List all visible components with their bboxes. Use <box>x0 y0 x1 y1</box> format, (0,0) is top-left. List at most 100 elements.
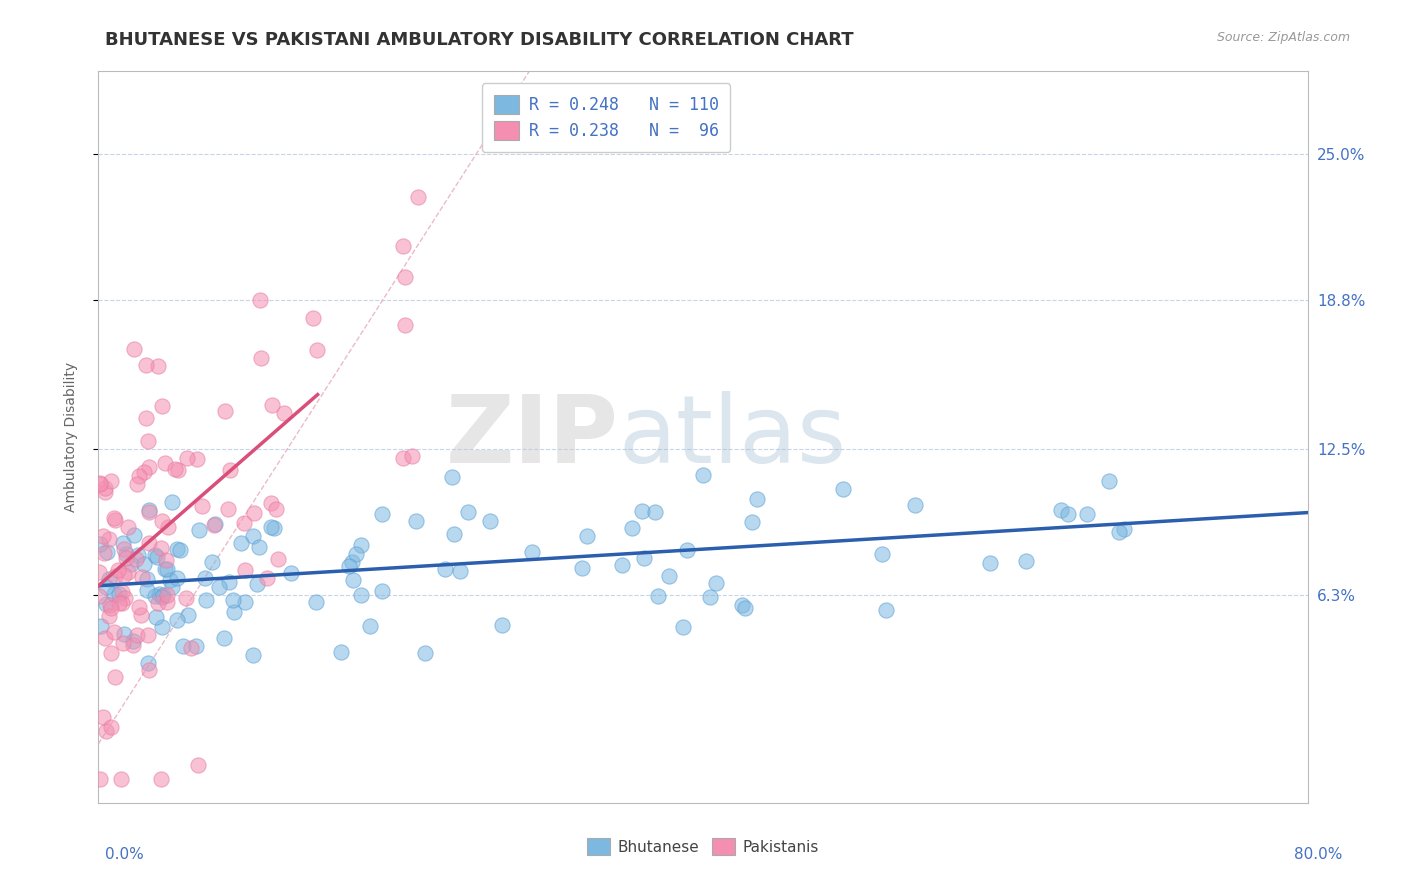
Point <box>89 772 111 787</box>
Point <box>100 647 122 661</box>
Point <box>145 609 167 624</box>
Point <box>870 547 893 561</box>
Text: atlas: atlas <box>619 391 846 483</box>
Point <box>132 465 155 479</box>
Point <box>125 476 148 491</box>
Point <box>166 614 188 628</box>
Point <box>401 450 423 464</box>
Point <box>134 358 156 372</box>
Point <box>1112 522 1135 536</box>
Point <box>138 628 160 642</box>
Point <box>136 582 159 597</box>
Point <box>156 595 179 609</box>
Point <box>166 571 188 585</box>
Point <box>124 552 146 566</box>
Point <box>104 513 127 527</box>
Point <box>177 608 200 623</box>
Point <box>449 564 471 578</box>
Point <box>647 589 669 603</box>
Point <box>214 404 236 418</box>
Point <box>631 504 654 518</box>
Point <box>441 469 464 483</box>
Point <box>187 523 209 537</box>
Point <box>224 605 246 619</box>
Point <box>122 342 145 356</box>
Point <box>138 663 160 677</box>
Point <box>148 587 170 601</box>
Point <box>103 625 125 640</box>
Text: BHUTANESE VS PAKISTANI AMBULATORY DISABILITY CORRELATION CHART: BHUTANESE VS PAKISTANI AMBULATORY DISABI… <box>105 31 853 49</box>
Point <box>134 558 156 572</box>
Point <box>204 516 226 531</box>
Point <box>260 520 283 534</box>
Point <box>87 566 110 580</box>
Point <box>243 506 266 520</box>
Point <box>218 574 240 589</box>
Point <box>979 556 1001 570</box>
Point <box>156 562 179 576</box>
Point <box>491 618 513 632</box>
Point <box>111 536 134 550</box>
Point <box>233 595 256 609</box>
Point <box>160 495 183 509</box>
Point <box>195 592 218 607</box>
Point <box>129 608 152 623</box>
Point <box>114 551 136 566</box>
Point <box>121 633 143 648</box>
Point <box>302 311 325 326</box>
Point <box>112 627 135 641</box>
Point <box>262 398 284 412</box>
Point <box>186 452 208 467</box>
Point <box>747 492 769 507</box>
Point <box>405 514 427 528</box>
Point <box>136 434 159 448</box>
Point <box>155 553 177 567</box>
Point <box>117 565 139 579</box>
Point <box>100 721 122 735</box>
Point <box>107 563 129 577</box>
Point <box>165 462 187 476</box>
Point <box>201 555 224 569</box>
Point <box>112 541 135 556</box>
Point <box>96 597 118 611</box>
Point <box>633 551 655 566</box>
Point <box>394 318 416 332</box>
Point <box>149 541 172 555</box>
Point <box>249 351 271 365</box>
Point <box>249 293 271 307</box>
Point <box>522 545 544 559</box>
Point <box>127 548 149 562</box>
Point <box>219 463 242 477</box>
Point <box>184 639 207 653</box>
Point <box>114 591 136 605</box>
Point <box>97 609 120 624</box>
Point <box>146 359 169 373</box>
Point <box>222 593 245 607</box>
Point <box>342 573 364 587</box>
Point <box>734 600 756 615</box>
Point <box>832 482 855 496</box>
Point <box>176 451 198 466</box>
Point <box>202 518 225 533</box>
Point <box>208 580 231 594</box>
Point <box>103 511 125 525</box>
Point <box>136 657 159 671</box>
Point <box>94 481 117 495</box>
Point <box>150 590 173 604</box>
Point <box>115 548 138 562</box>
Point <box>263 521 285 535</box>
Point <box>152 588 174 602</box>
Point <box>676 542 699 557</box>
Point <box>111 585 134 599</box>
Point <box>111 596 134 610</box>
Point <box>1108 524 1130 539</box>
Point <box>108 587 131 601</box>
Point <box>194 571 217 585</box>
Point <box>247 540 270 554</box>
Point <box>172 639 194 653</box>
Point <box>112 568 135 582</box>
Point <box>150 620 173 634</box>
Point <box>344 547 367 561</box>
Point <box>672 619 695 633</box>
Point <box>89 537 111 551</box>
